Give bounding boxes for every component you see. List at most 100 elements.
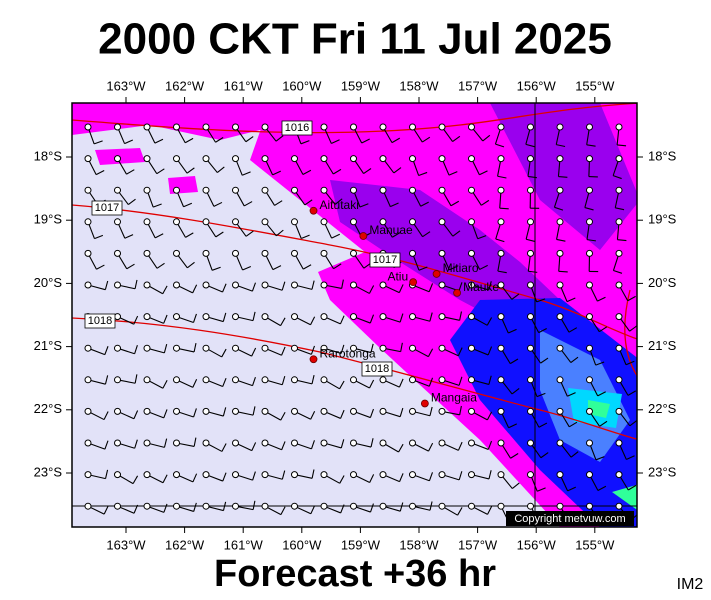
barb-flag [567, 486, 576, 492]
barb-flag [104, 440, 109, 450]
barb-station [143, 471, 151, 479]
barb-station [232, 344, 239, 352]
barb-station [556, 186, 564, 194]
barb-flag [156, 168, 165, 175]
barb-station [409, 376, 416, 384]
barb-flag [450, 200, 460, 207]
barb-flag [398, 378, 404, 388]
barb-flag [525, 143, 535, 148]
barb-station [497, 439, 505, 447]
barb-station [527, 376, 534, 384]
barb-station [409, 123, 416, 131]
barb-flag [215, 231, 224, 238]
barb-flag [185, 232, 194, 238]
barb-station [261, 502, 269, 510]
barb-flag [154, 138, 164, 144]
island-name: Rarotonga [320, 346, 376, 360]
barb-station [438, 376, 446, 384]
barb-flag [429, 501, 433, 511]
barb-station [350, 313, 357, 321]
lon-label: 158°W [399, 78, 439, 93]
barb-station [527, 218, 534, 226]
barb-station [350, 502, 357, 510]
barb-station [615, 123, 623, 131]
barb-station [320, 344, 328, 352]
barb-flag [429, 406, 433, 416]
barb-flag [566, 297, 576, 303]
barb-flag [479, 170, 488, 176]
barb-flag [486, 317, 493, 326]
barb-flag [252, 500, 256, 510]
barb-flag [369, 314, 375, 324]
barb-flag [597, 296, 606, 302]
barb-station [497, 218, 505, 226]
barb-flag [428, 283, 434, 292]
barb-flag [193, 408, 197, 418]
barb-station [232, 218, 239, 226]
barb-flag [339, 380, 345, 390]
barb-flag [215, 137, 224, 143]
barb-flag [152, 203, 162, 208]
lon-label: 162°W [165, 78, 205, 93]
barb-flag [615, 207, 625, 211]
barb-station [350, 281, 357, 289]
barb-station [350, 407, 357, 415]
barb-flag [187, 261, 195, 269]
barb-station [438, 471, 446, 479]
barb-flag [275, 229, 284, 237]
barb-station [497, 502, 505, 510]
barb-station [232, 186, 239, 194]
barb-station [438, 218, 446, 226]
barb-flag [459, 311, 463, 321]
barb-flag [162, 285, 168, 294]
barb-station [84, 281, 92, 289]
barb-station [114, 502, 121, 510]
isobar-label-box [91, 200, 123, 216]
barb-station [232, 155, 239, 163]
barb-flag [104, 346, 109, 355]
barb-station [202, 502, 210, 510]
barb-station [173, 376, 180, 384]
barb-station [438, 313, 446, 321]
title: 2000 CKT Fri 11 Jul 2025 [98, 15, 612, 64]
barb-station [497, 281, 505, 289]
barb-flag [458, 376, 463, 386]
barb-station [615, 344, 623, 352]
barb-station [615, 313, 623, 321]
barb-flag [486, 411, 493, 421]
barb-flag [629, 325, 637, 332]
island [309, 206, 318, 215]
island-name: Atiu [387, 269, 408, 283]
isobar-label: 1017 [95, 202, 119, 214]
barb-flag [133, 504, 139, 514]
barb-station [202, 155, 210, 163]
barb-station [379, 186, 387, 194]
barb-flag [556, 144, 566, 148]
barb-station [409, 155, 416, 163]
barb-flag [280, 506, 286, 515]
barb-flag [281, 346, 286, 356]
barb-station [468, 155, 475, 163]
barb-station [84, 344, 92, 352]
barb-station [84, 471, 92, 479]
barb-station [497, 123, 505, 131]
islands: Aitutaki Manuae Atiu Mitiaro Mauke Rarotonga M… [309, 198, 499, 408]
barb-station [291, 186, 298, 194]
barb-station [556, 249, 564, 257]
barb-station [232, 313, 239, 321]
barb-flag [245, 230, 254, 237]
barb-flag [186, 167, 195, 174]
barb-station [350, 249, 357, 257]
barb-flag [399, 313, 404, 323]
barb-flag [459, 405, 462, 415]
barb-station [468, 313, 475, 321]
barb-station [409, 313, 416, 321]
barb-station [173, 407, 180, 415]
barb-flag [528, 270, 538, 273]
barb-flag [597, 485, 607, 491]
barb-station [586, 439, 593, 447]
barb-flag [568, 327, 578, 333]
barb-flag [481, 199, 490, 206]
barb-station [173, 502, 180, 510]
barb-station [468, 439, 475, 447]
